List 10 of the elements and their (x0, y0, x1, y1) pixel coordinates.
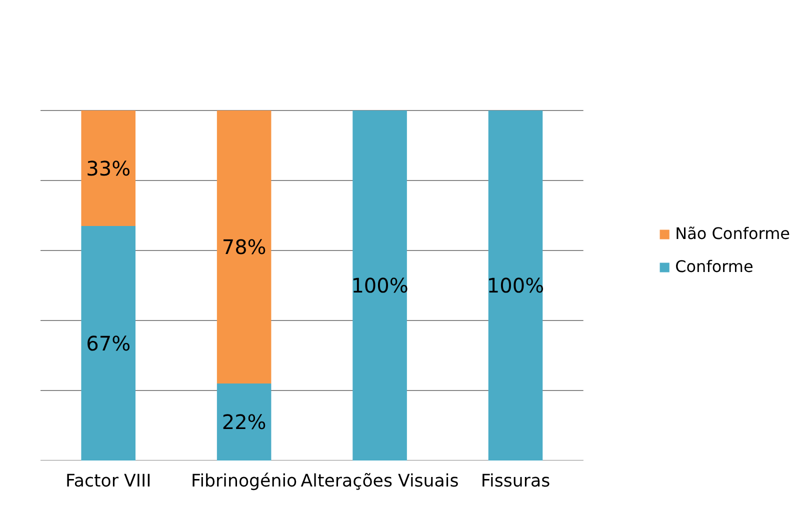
x-tick-label: Fibrinogénio (191, 472, 298, 492)
data-label: 67% (86, 331, 131, 356)
x-tick-label: Factor VIII (65, 472, 152, 492)
legend-label: Não Conforme (675, 224, 790, 243)
data-label: 22% (222, 410, 266, 434)
data-label: 33% (86, 156, 131, 180)
data-label: 78% (222, 235, 266, 259)
x-tick-label: Fissuras (480, 472, 550, 492)
legend-label: Conforme (675, 257, 754, 276)
x-tick-label: Alterações Visuais (300, 472, 459, 492)
